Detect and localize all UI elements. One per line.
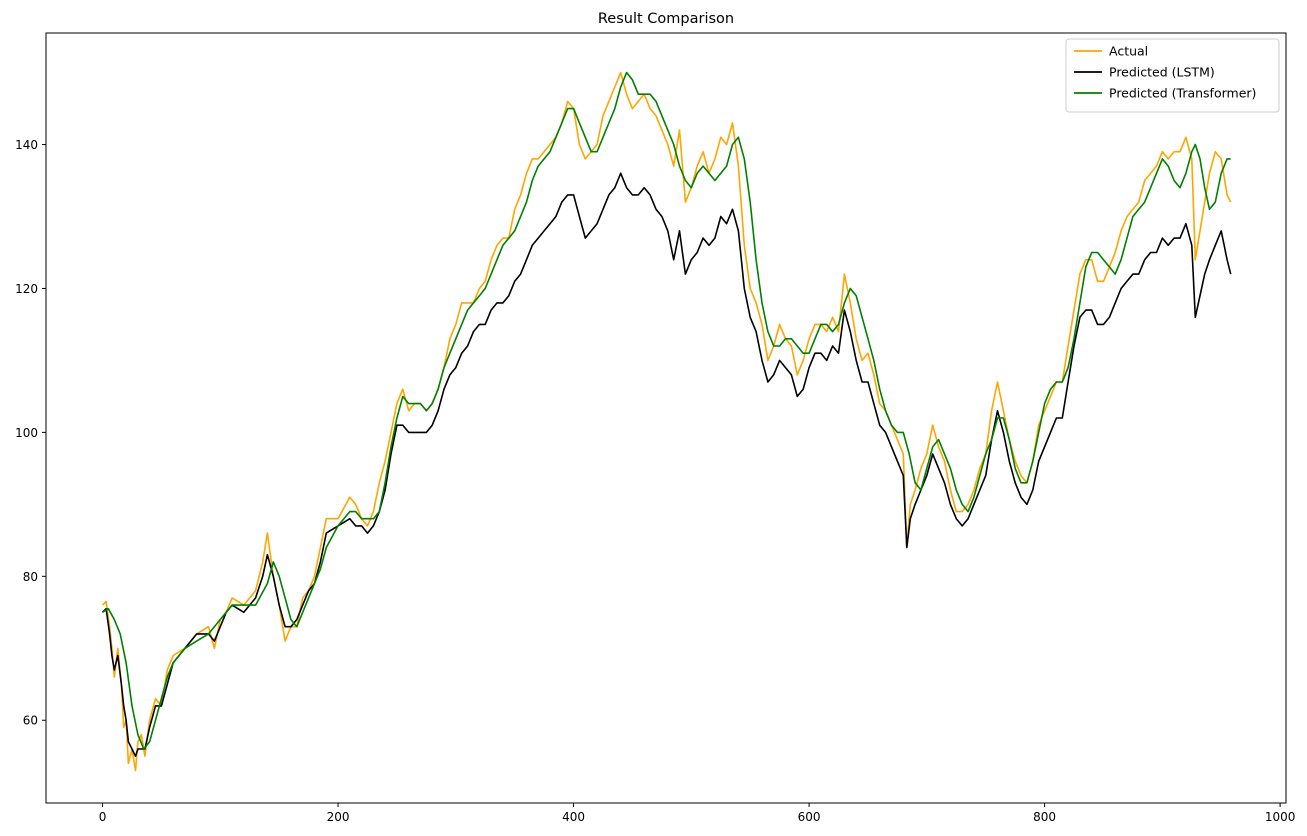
x-tick-label-5: 1000 xyxy=(1265,810,1296,824)
x-tick-label-2: 400 xyxy=(562,810,585,824)
y-tick-label-1: 80 xyxy=(23,570,38,584)
legend-label-0: Actual xyxy=(1109,44,1148,59)
plot-frame xyxy=(45,32,1287,804)
x-axis: 0 200 400 600 800 1000 xyxy=(99,803,1296,824)
y-tick-label-4: 140 xyxy=(15,138,38,152)
y-tick-label-3: 120 xyxy=(15,282,38,296)
y-tick-label-2: 100 xyxy=(15,426,38,440)
legend-label-1: Predicted (LSTM) xyxy=(1109,65,1215,80)
x-tick-label-3: 600 xyxy=(798,810,821,824)
series-line-1 xyxy=(101,172,1232,757)
chart-title: Result Comparison xyxy=(598,11,734,27)
y-tick-label-0: 60 xyxy=(23,714,38,728)
legend-box xyxy=(1065,38,1280,113)
y-axis: 60 80 100 120 140 xyxy=(15,138,46,728)
legend-label-2: Predicted (Transformer) xyxy=(1109,86,1256,101)
series-layer xyxy=(101,71,1232,772)
series-line-2 xyxy=(102,71,1231,750)
series-line-0 xyxy=(101,71,1232,772)
x-tick-label-4: 800 xyxy=(1033,810,1056,824)
x-tick-label-0: 0 xyxy=(99,810,107,824)
legend: Actual Predicted (LSTM) Predicted (Transfo… xyxy=(1065,38,1280,113)
x-tick-label-1: 200 xyxy=(327,810,350,824)
